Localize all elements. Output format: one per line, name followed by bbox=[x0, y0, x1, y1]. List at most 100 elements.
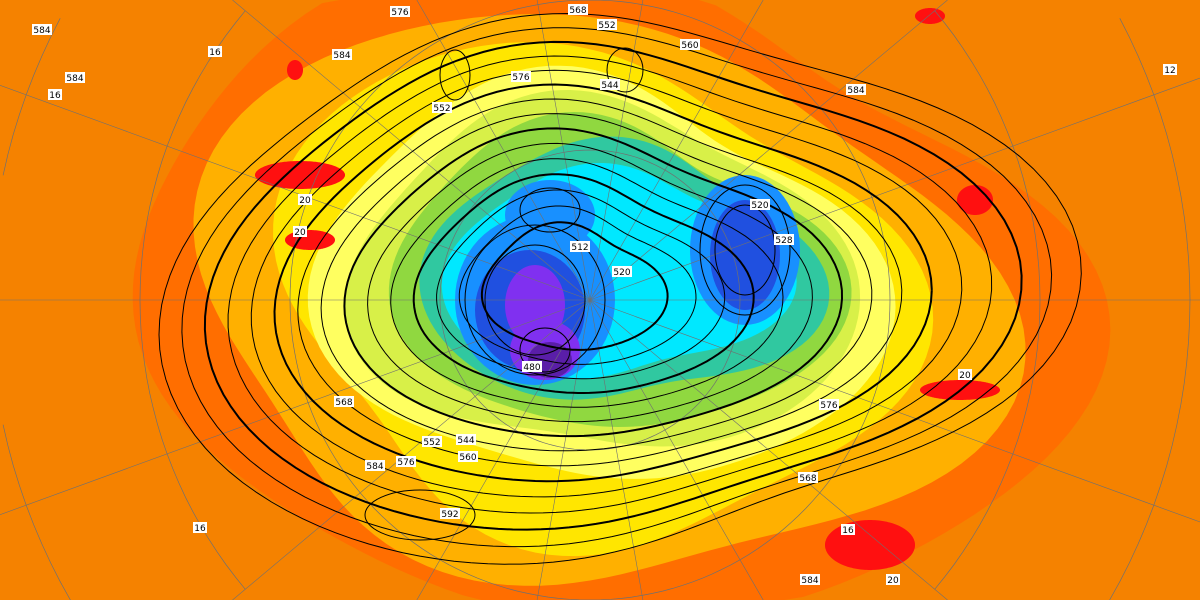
contour-label-bg bbox=[597, 19, 617, 30]
hot-spot bbox=[915, 8, 945, 24]
contour-labels: 584 584 576 568 552 560 576 544 552 584 16 16 584 20 2… bbox=[32, 4, 1177, 586]
contour-label: 592 bbox=[440, 508, 460, 520]
contour-label: 544 bbox=[600, 79, 620, 91]
contour-label-text: 584 bbox=[801, 576, 818, 586]
contour-label: 552 bbox=[422, 436, 442, 448]
contour-label-text: 584 bbox=[66, 74, 83, 84]
contour-label-text: 520 bbox=[751, 201, 768, 211]
contour-label: 16 bbox=[193, 522, 207, 534]
contour-552 bbox=[273, 83, 933, 483]
contour-label-bg bbox=[1163, 64, 1177, 75]
contour-label-bg bbox=[456, 434, 476, 445]
contour-584 bbox=[181, 27, 1053, 548]
contour-label-text: 552 bbox=[423, 438, 440, 448]
contour-label-bg bbox=[511, 71, 531, 82]
contour-closed bbox=[699, 184, 791, 316]
contour-label-text: 584 bbox=[366, 462, 383, 472]
contour-label-bg bbox=[568, 4, 588, 15]
contour-label-text: 512 bbox=[571, 243, 588, 253]
contour-label: 544 bbox=[456, 434, 476, 446]
contour-label-text: 20 bbox=[299, 196, 311, 206]
meridian-line bbox=[232, 299, 591, 600]
contour-label-text: 552 bbox=[433, 104, 450, 114]
contour-label: 528 bbox=[774, 234, 794, 246]
contour-label-text: 20 bbox=[887, 576, 899, 586]
contour-label-bg bbox=[440, 508, 460, 519]
contour-closed bbox=[519, 327, 571, 373]
contour-label-text: 16 bbox=[194, 524, 206, 534]
contour-label-bg bbox=[846, 84, 866, 95]
contour-closed bbox=[484, 244, 586, 356]
contour-label-bg bbox=[65, 72, 85, 83]
contour-504 bbox=[412, 173, 755, 394]
meridian-line bbox=[232, 0, 591, 301]
contour-label: 20 bbox=[886, 574, 900, 586]
contour-label: 576 bbox=[390, 6, 410, 18]
contour-label-text: 568 bbox=[335, 398, 352, 408]
contour-label: 576 bbox=[396, 456, 416, 468]
contour-label-bg bbox=[334, 396, 354, 407]
contour-label-text: 584 bbox=[333, 51, 350, 61]
contour-536 bbox=[320, 113, 873, 452]
contour-512 bbox=[390, 158, 784, 408]
contour-568 bbox=[227, 55, 993, 514]
height-contours bbox=[158, 12, 1082, 565]
contour-label-text: 584 bbox=[847, 86, 864, 96]
meridian-line bbox=[589, 299, 764, 600]
meridian-line bbox=[0, 85, 591, 301]
contour-576 bbox=[203, 40, 1023, 531]
contour-528 bbox=[343, 127, 844, 438]
contour-label-text: 576 bbox=[391, 8, 408, 18]
contour-label-text: 544 bbox=[457, 436, 474, 446]
contour-label-bg bbox=[819, 399, 839, 410]
contour-label: 568 bbox=[334, 396, 354, 408]
contour-label-bg bbox=[612, 266, 632, 277]
contour-label-text: 528 bbox=[775, 236, 792, 246]
contour-label-bg bbox=[390, 6, 410, 17]
contour-label-bg bbox=[886, 574, 900, 585]
contour-closed bbox=[606, 47, 644, 93]
meridian-line bbox=[589, 77, 1200, 301]
contour-closed bbox=[464, 224, 606, 376]
contour-label-bg bbox=[293, 226, 307, 237]
contour-label-text: 520 bbox=[613, 268, 630, 278]
contour-label-bg bbox=[193, 522, 207, 533]
contour-label: 568 bbox=[568, 4, 588, 16]
contour-label: 520 bbox=[612, 266, 632, 278]
contour-label: 576 bbox=[511, 71, 531, 83]
contour-label-text: 16 bbox=[49, 91, 61, 101]
fill-band bbox=[505, 265, 565, 345]
contour-label-text: 20 bbox=[959, 371, 971, 381]
contour-label-text: 480 bbox=[523, 363, 540, 373]
contour-label: 584 bbox=[65, 72, 85, 84]
hot-spot bbox=[957, 185, 993, 215]
contour-label-bg bbox=[32, 24, 52, 35]
contour-520 bbox=[367, 142, 813, 423]
contour-label-text: 576 bbox=[512, 73, 529, 83]
contour-label-bg bbox=[680, 39, 700, 50]
contour-label-bg bbox=[365, 460, 385, 471]
contour-label-text: 592 bbox=[441, 510, 458, 520]
contour-label-bg bbox=[800, 574, 820, 585]
fill-band bbox=[710, 200, 780, 310]
latitude-circle bbox=[2, 18, 1191, 600]
contour-label-text: 544 bbox=[601, 81, 618, 91]
contour-label-bg bbox=[600, 79, 620, 90]
contour-label: 584 bbox=[800, 574, 820, 586]
meridian-line bbox=[0, 299, 591, 515]
contour-label: 568 bbox=[798, 472, 818, 484]
hot-spot bbox=[825, 520, 915, 570]
contour-label-text: 568 bbox=[569, 6, 586, 16]
contour-488 bbox=[458, 205, 697, 365]
contour-label-bg bbox=[422, 436, 442, 447]
contour-480 bbox=[480, 221, 669, 351]
contour-label-bg bbox=[750, 199, 770, 210]
contour-label-text: 552 bbox=[598, 21, 615, 31]
contour-closed bbox=[364, 489, 476, 541]
contour-label-bg bbox=[432, 102, 452, 113]
contour-label: 16 bbox=[208, 46, 222, 58]
contour-label: 584 bbox=[332, 49, 352, 61]
contour-label: 552 bbox=[597, 19, 617, 31]
